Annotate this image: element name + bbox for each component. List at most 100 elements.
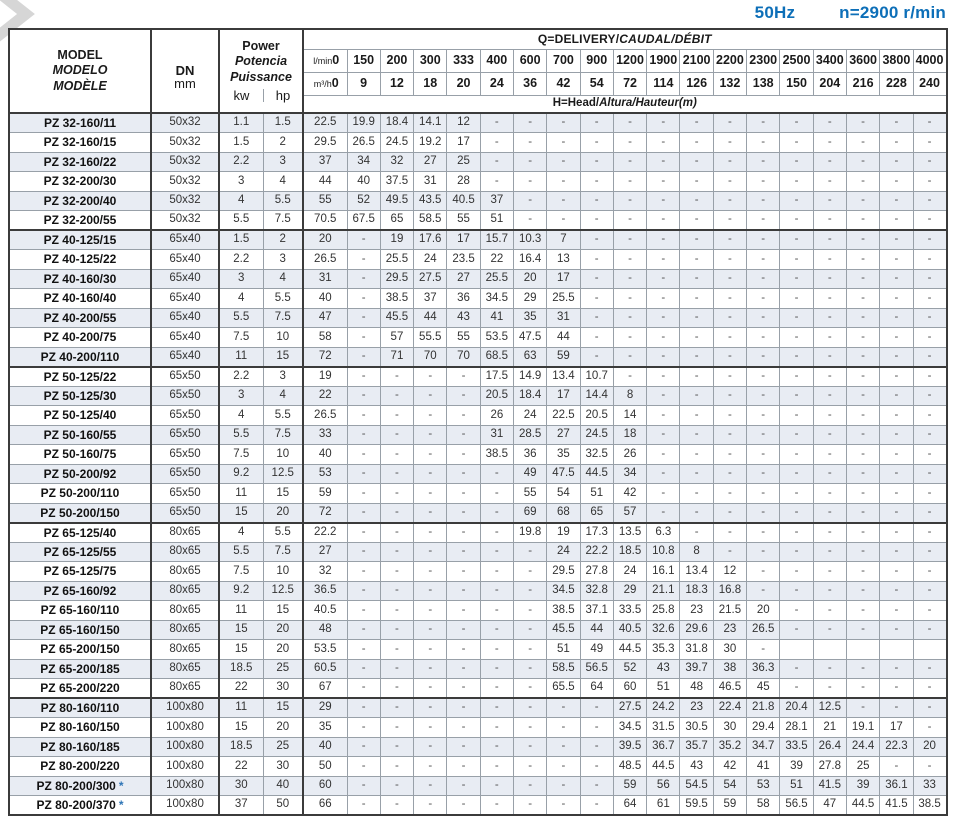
head-value-cell: 40 [346, 171, 381, 192]
head-value-cell: - [879, 483, 914, 504]
head-value-cell: - [579, 229, 614, 250]
flow-lmin-3400: 3400 [812, 48, 847, 73]
model-cell: PZ 40-200/75 [8, 327, 152, 348]
head-value-cell: 26.5 [302, 405, 348, 426]
head-value-cell: - [912, 717, 948, 738]
head-value-cell: - [746, 268, 781, 289]
flow-m3h-54: 54 [579, 71, 614, 96]
head-value-cell: 58 [302, 327, 348, 348]
kw-cell: 5.5 [218, 424, 264, 445]
head-value-cell: - [746, 346, 781, 368]
head-value-cell: 58.5 [413, 210, 448, 231]
table-row: PZ 50-125/30 65x50 3 4 22- - - -20.5 18.4 17 14.4 8… [8, 385, 948, 406]
head-value-cell: - [413, 678, 448, 699]
flow-lmin-600: 600 [512, 48, 548, 73]
flow-lmin-2500: 2500 [779, 48, 814, 73]
head-value-cell: - [845, 346, 881, 368]
head-value-cell: 17.3 [579, 522, 614, 543]
head-value-cell: 56.5 [779, 795, 814, 816]
head-value-cell: - [746, 229, 781, 250]
head-value-cell: 59 [712, 795, 748, 816]
head-value-cell: 21.1 [646, 580, 681, 601]
head-value-cell: - [746, 151, 781, 172]
head-value-cell: - [546, 756, 581, 777]
head-value-cell: 23 [679, 600, 714, 621]
head-value-cell: 34.5 [546, 580, 581, 601]
kw-cell: 15 [218, 717, 264, 738]
head-value-cell: - [346, 327, 381, 348]
kw-cell: 7.5 [218, 327, 264, 348]
head-value-cell: 43 [646, 658, 681, 679]
flow-m3h-9: 9 [346, 71, 381, 96]
head-value-cell: - [379, 600, 415, 621]
head-value-cell: 37 [479, 190, 514, 211]
head-value-cell: - [712, 171, 748, 192]
head-value-cell: - [346, 268, 381, 289]
head-value-cell: 44 [579, 619, 614, 640]
head-value-cell: 26.4 [812, 736, 847, 757]
head-value-cell: - [845, 229, 881, 250]
flow-m3h-unit-label: m³/h [313, 79, 332, 90]
head-value-cell: 56 [646, 775, 681, 796]
head-value-cell: - [446, 600, 481, 621]
table-row: PZ 32-160/22 50x32 2.2 3 37 34 32 27 25- - - - - - - - -… [8, 151, 948, 172]
hp-cell: 20 [262, 619, 304, 640]
head-value-cell: - [812, 561, 847, 582]
head-value-cell: - [812, 658, 847, 679]
head-value-cell: 51 [546, 639, 581, 660]
hp-cell: 12.5 [262, 463, 304, 484]
head-value-cell: - [446, 658, 481, 679]
head-value-cell: 25.5 [546, 288, 581, 309]
head-value-cell: 20.5 [479, 385, 514, 406]
head-value-cell: - [546, 132, 581, 153]
head-value-cell: 18.4 [512, 385, 548, 406]
head-value-cell: 14 [612, 405, 648, 426]
head-value-cell: - [712, 210, 748, 231]
head-value-cell: - [912, 190, 948, 211]
head-value-cell: - [779, 619, 814, 640]
head-value-cell: - [879, 561, 914, 582]
head-value-cell: 27 [413, 151, 448, 172]
head-value-cell: - [779, 600, 814, 621]
head-value-cell: 31 [302, 268, 348, 289]
head-value-cell: - [612, 210, 648, 231]
head-value-cell: - [579, 717, 614, 738]
head-value-cell: - [612, 288, 648, 309]
head-value-cell: - [746, 327, 781, 348]
head-value-cell: - [446, 522, 481, 543]
head-value-cell: - [379, 697, 415, 718]
head-value-cell: - [346, 463, 381, 484]
dn-cell: 80x65 [150, 600, 220, 621]
head-value-cell: - [479, 600, 514, 621]
hp-cell: 20 [262, 717, 304, 738]
head-value-cell: - [912, 502, 948, 524]
head-value-cell: 33 [912, 775, 948, 796]
head-value-cell: 70 [446, 346, 481, 368]
head-value-cell: - [746, 561, 781, 582]
flow-lmin-400: 400 [479, 48, 514, 73]
dn-cell: 65x40 [150, 346, 220, 368]
head-value-cell: 20 [912, 736, 948, 757]
kw-cell: 15 [218, 502, 264, 524]
table-row: PZ 50-160/75 65x50 7.5 10 40- - - -38.5 36 35 32.5… [8, 444, 948, 465]
flow-lmin-2100: 2100 [679, 48, 714, 73]
head-value-cell: 60 [612, 678, 648, 699]
head-value-cell: - [413, 580, 448, 601]
model-header: MODEL MODELO MODÈLE [8, 28, 152, 114]
head-value-cell: 24 [612, 561, 648, 582]
head-value-cell: 49 [579, 639, 614, 660]
head-value-cell: - [746, 522, 781, 543]
kw-cell: 11 [218, 483, 264, 504]
head-value-cell: - [646, 463, 681, 484]
head-value-cell [812, 639, 847, 660]
head-value-cell: 22 [302, 385, 348, 406]
head-value-cell: 20 [302, 229, 348, 250]
head-value-cell: - [712, 366, 748, 387]
head-value-cell: - [712, 229, 748, 250]
dn-cell: 50x32 [150, 132, 220, 153]
flow-m3h-36: 36 [512, 71, 548, 96]
head-value-cell: 58.5 [546, 658, 581, 679]
head-value-cell: 53 [746, 775, 781, 796]
head-value-cell: - [646, 151, 681, 172]
head-value-cell: - [746, 483, 781, 504]
